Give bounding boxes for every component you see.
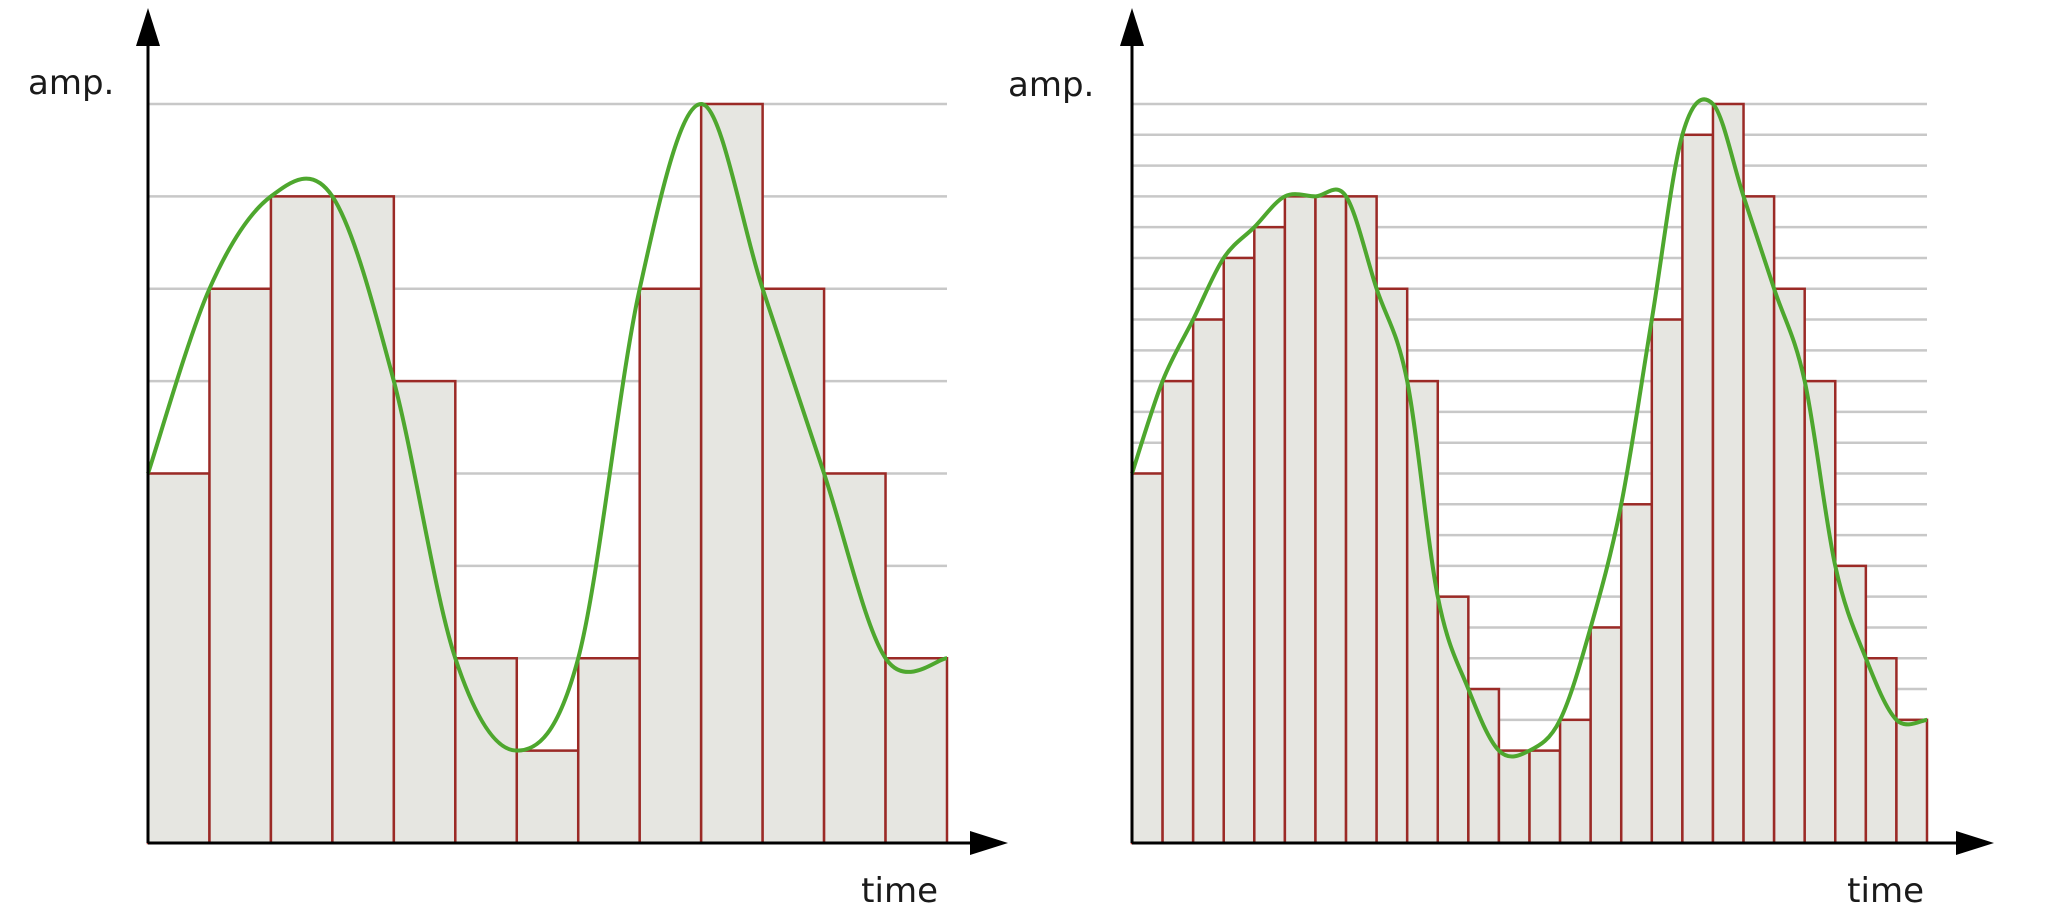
quantized-bar [1405, 379, 1440, 845]
right-x-axis-arrow [1956, 831, 1994, 855]
quantized-bar [1895, 718, 1929, 845]
right-signal-curve [1130, 97, 1928, 759]
quantized-bar [1742, 195, 1776, 845]
quantized-bar [515, 749, 580, 845]
left-panel-low-resolution: amp. time [28, 8, 1008, 906]
quantized-bar [1191, 318, 1225, 845]
quantized-bar [1864, 657, 1898, 845]
quantized-bar [1589, 626, 1623, 845]
quantized-bar [1161, 379, 1195, 845]
quantized-bar [269, 195, 334, 845]
quantized-bar [1528, 749, 1562, 845]
left-signal-curve [146, 101, 948, 753]
quantized-bar [761, 287, 826, 845]
left-y-axis-arrow [136, 8, 160, 46]
quantized-bar [1803, 379, 1837, 845]
quantized-bar [1619, 503, 1654, 845]
quantized-bar [1772, 287, 1806, 845]
quantized-bar [884, 657, 949, 845]
left-x-axis-label: time [861, 871, 938, 906]
quantized-bar [1344, 195, 1378, 845]
quantized-bar [1711, 102, 1745, 845]
right-x-axis-label: time [1847, 871, 1924, 906]
left-y-axis-label: amp. [28, 63, 114, 103]
quantized-bar [1375, 287, 1409, 845]
quantized-bar [1253, 225, 1287, 845]
quantized-bar [1834, 564, 1868, 845]
quantized-bar [1467, 687, 1501, 845]
quantized-bar [146, 472, 211, 845]
right-y-axis-arrow [1120, 8, 1144, 46]
quantized-bar [1283, 195, 1317, 845]
quantized-bar [1558, 718, 1592, 845]
quantized-bar [1436, 595, 1470, 845]
quantized-bar [638, 287, 703, 845]
left-bars [146, 102, 949, 845]
right-panel-high-resolution: amp. time [1008, 8, 1994, 906]
quantized-bar [822, 472, 887, 845]
quantized-bar [1497, 749, 1531, 845]
quantized-bar [1314, 195, 1348, 845]
quantized-bar [1650, 318, 1684, 845]
quantized-bar [1130, 472, 1164, 845]
quantized-bar [392, 379, 457, 845]
quantized-bar [1222, 256, 1256, 845]
quantized-bar [699, 102, 764, 845]
right-axes [1120, 8, 1994, 855]
left-axes [136, 8, 1008, 855]
quantized-bar [576, 657, 641, 845]
quantized-bar [208, 287, 273, 845]
quantized-bar [331, 195, 396, 845]
right-y-axis-label: amp. [1008, 65, 1094, 105]
left-x-axis-arrow [970, 831, 1008, 855]
quantized-bar [1681, 133, 1715, 845]
